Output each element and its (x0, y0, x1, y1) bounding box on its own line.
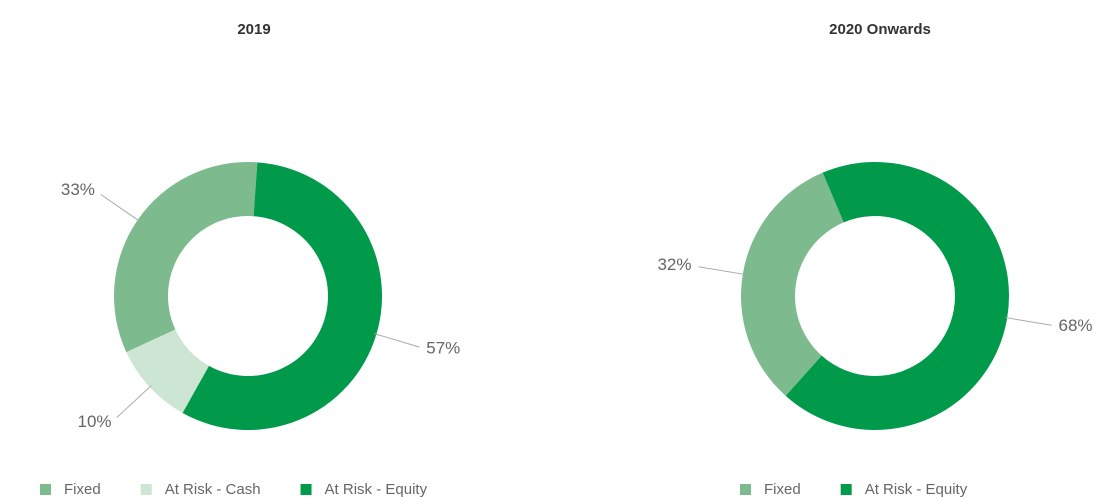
legend-swatch (840, 484, 852, 495)
data-label: 32% (657, 255, 691, 274)
legend-swatch (40, 484, 51, 495)
donut-slice (126, 329, 209, 413)
data-label: 10% (77, 412, 111, 431)
donut-slice (785, 162, 1009, 431)
legend-label: At Risk - Cash (165, 481, 261, 497)
donut-slice (182, 162, 382, 430)
legend-label: Fixed (764, 481, 801, 497)
leader-line (698, 266, 745, 275)
chart-title: 2020 Onwards (829, 21, 931, 38)
leader-line (116, 385, 152, 418)
leader-line (374, 333, 420, 348)
chart-title: 2019 (237, 21, 270, 38)
legend-swatch (740, 484, 751, 495)
data-label: 68% (1059, 316, 1093, 335)
legend-label: At Risk - Equity (865, 481, 968, 497)
legend-swatch (140, 484, 152, 495)
legend-label: At Risk - Equity (325, 481, 428, 497)
legend-label: Fixed (64, 481, 101, 497)
leader-line (100, 193, 140, 222)
leader-line (1005, 317, 1052, 326)
donut-slice (740, 172, 844, 396)
data-label: 57% (426, 339, 460, 358)
data-label: 33% (61, 180, 95, 199)
donut-slice (113, 162, 258, 353)
legend-swatch (300, 484, 312, 495)
